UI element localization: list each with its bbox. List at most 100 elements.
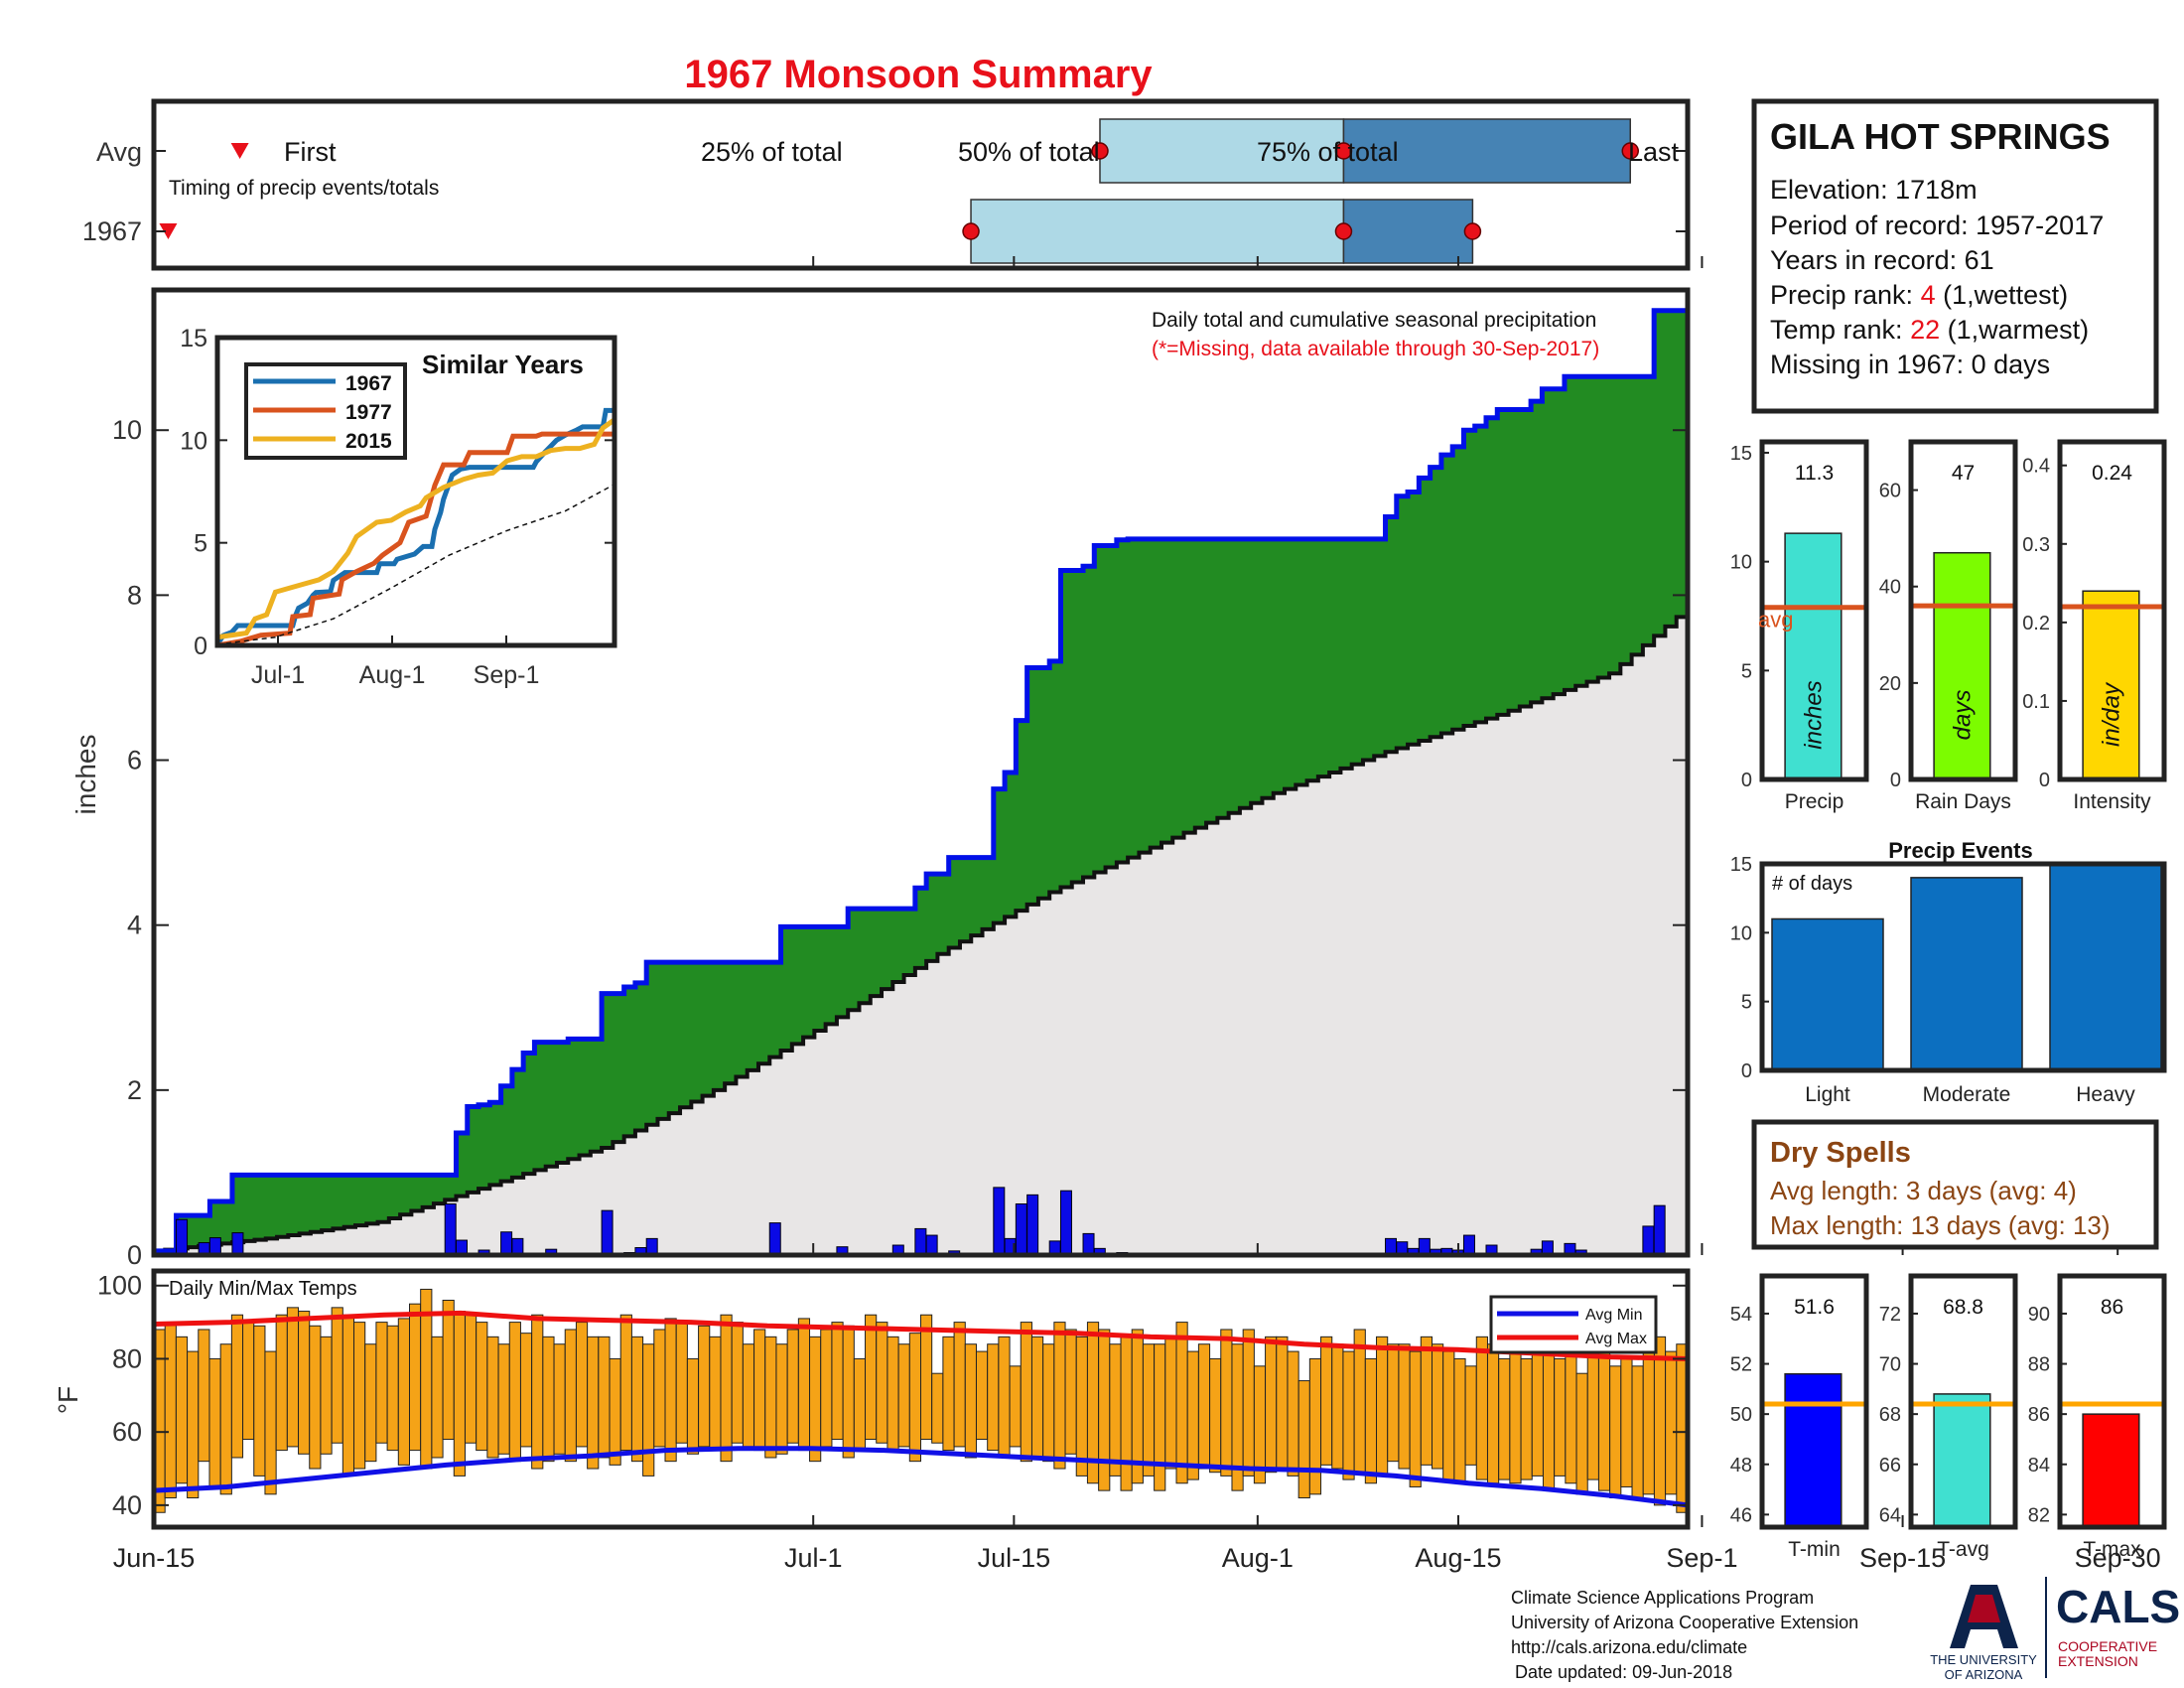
panel-category-label: Intensity [2073, 790, 2151, 813]
temp-range-bar [1620, 1357, 1633, 1487]
inset-xtick-jul: Jul-1 [251, 661, 305, 689]
ua-a-inner-icon [1968, 1595, 2000, 1622]
inset-y-tick-label: 15 [180, 325, 207, 352]
temp-range-bar [364, 1343, 377, 1463]
daily-precip-bar [993, 1187, 1006, 1256]
temp-range-bar [564, 1329, 577, 1463]
events-title: Precip Events [1888, 838, 2033, 863]
temp-range-bar [742, 1343, 755, 1448]
temp-range-bar [630, 1336, 644, 1463]
temp-range-bar [964, 1343, 977, 1459]
temp-range-bar [609, 1357, 621, 1466]
daily-precip-bar [925, 1234, 938, 1256]
legend-1967: 1967 [345, 372, 392, 395]
temp-range-bar [1464, 1365, 1477, 1466]
timing-row-avg: Avg [96, 137, 142, 167]
timing-frame [151, 98, 1691, 271]
temp-range-bar [887, 1336, 899, 1452]
temp-range-bar [831, 1322, 844, 1441]
y-tick-label: 8 [127, 580, 142, 610]
main-frame [151, 287, 1691, 1258]
temp-range-bar [953, 1322, 966, 1448]
temp-range-bar [865, 1314, 878, 1441]
inset-xtick-sep: Sep-1 [474, 661, 540, 689]
temp-range-bar [1342, 1350, 1355, 1480]
panel-y-tick-label: 0.4 [2022, 456, 2050, 478]
temp-range-bar [1009, 1365, 1022, 1448]
avg-max-line [153, 1310, 1689, 1361]
temp-range-bar [320, 1336, 333, 1455]
similar-years-inset: 0 5 10 15 Similar Years 1967 1977 2015 Jul-… [180, 325, 617, 689]
panel-avg-label: avg [1758, 608, 1793, 633]
temp-y-tick-label: 80 [112, 1343, 142, 1373]
event-category-label: Heavy [2076, 1083, 2135, 1106]
temp-range-bar [720, 1314, 733, 1463]
temp-y-tick-label: 40 [112, 1490, 142, 1520]
temp-range-bar [242, 1322, 255, 1441]
dry-spells-title: Dry Spells [1770, 1137, 1911, 1169]
y-tick-label: 0 [127, 1240, 142, 1270]
event-triangle-icon [230, 143, 249, 159]
percentile-marker-icon [1091, 142, 1109, 160]
temp-range-bar [1098, 1329, 1111, 1491]
temp-range-bar [442, 1299, 455, 1441]
footer-line2: University of Arizona Cooperative Extens… [1511, 1613, 1858, 1632]
daily-precip-bar [1015, 1202, 1027, 1256]
temp-range-bar [208, 1357, 221, 1487]
panel-y-tick-label: 10 [1730, 552, 1752, 574]
temp-range-bar [453, 1311, 466, 1477]
daily-precip-bar [444, 1202, 457, 1256]
temp-range-bar [675, 1322, 688, 1444]
daily-precip-bar [768, 1222, 781, 1256]
daily-precip-bar [1653, 1204, 1666, 1256]
temp-range-bar [1297, 1380, 1310, 1499]
temp-range-bar [920, 1314, 933, 1441]
panel-value-label: 68.8 [1943, 1296, 1983, 1319]
inset-series-average [216, 484, 615, 645]
cumulative-1967-line [154, 308, 1688, 1254]
temp-range-bar [942, 1336, 955, 1452]
temp-range-bar [230, 1314, 244, 1459]
events-ylabel: # of days [1772, 873, 1852, 895]
temp-range-bar [1398, 1343, 1411, 1470]
panel-y-tick-label: 15 [1730, 443, 1752, 465]
panel-y-tick-label: 82 [2028, 1504, 2050, 1526]
temp-range-bar [1030, 1336, 1044, 1459]
inset-frame [214, 335, 617, 648]
temp-y-tick-label: 60 [112, 1417, 142, 1447]
inset-y-tick-label: 5 [194, 530, 207, 558]
x-tick-label: Sep-15 [1859, 1543, 1946, 1573]
footer: Climate Science Applications Program Uni… [1511, 1577, 2180, 1682]
timing-box-50-75 [1342, 118, 1631, 184]
y-tick-label: 6 [127, 746, 142, 775]
temp-range-bar [786, 1329, 799, 1444]
cals-coop-line2: EXTENSION [2058, 1653, 2138, 1669]
temp-range-bar [664, 1318, 677, 1463]
event-bar-light [1771, 917, 1884, 1071]
temp-range-bar [1653, 1336, 1667, 1506]
inset-xtick-aug: Aug-1 [359, 661, 426, 689]
daily-precip-bar [208, 1237, 221, 1256]
panel-frame [1908, 1273, 2018, 1530]
panel-y-tick-label: 40 [1879, 577, 1901, 599]
event-category-label: Moderate [1923, 1083, 2011, 1106]
temp-range-bar [1520, 1357, 1533, 1480]
temp-range-bar [1586, 1343, 1599, 1480]
panel-y-tick-label: 88 [2028, 1354, 2050, 1376]
panel-y-tick-label: 72 [1879, 1304, 1901, 1326]
temp-range-bar [1064, 1329, 1077, 1455]
temp-range-bar [987, 1343, 1000, 1452]
footer-line3: http://cals.arizona.edu/climate [1511, 1637, 1747, 1657]
x-tick-label: Sep-1 [1666, 1543, 1737, 1573]
percentile-marker-icon [1463, 222, 1482, 240]
temp-range-bar [797, 1318, 811, 1452]
temp-range-bar [764, 1336, 777, 1459]
avg-min-line [153, 1446, 1689, 1508]
daily-precip-bar [1026, 1194, 1039, 1256]
temp-range-bar [598, 1336, 611, 1459]
temp-range-bar [386, 1325, 399, 1452]
p25-label: 25% of total [701, 137, 843, 167]
summary-bar [1933, 551, 1991, 780]
station-years: Years in record: 61 [1770, 245, 1994, 275]
temp-y-tick-label: 100 [97, 1271, 142, 1301]
